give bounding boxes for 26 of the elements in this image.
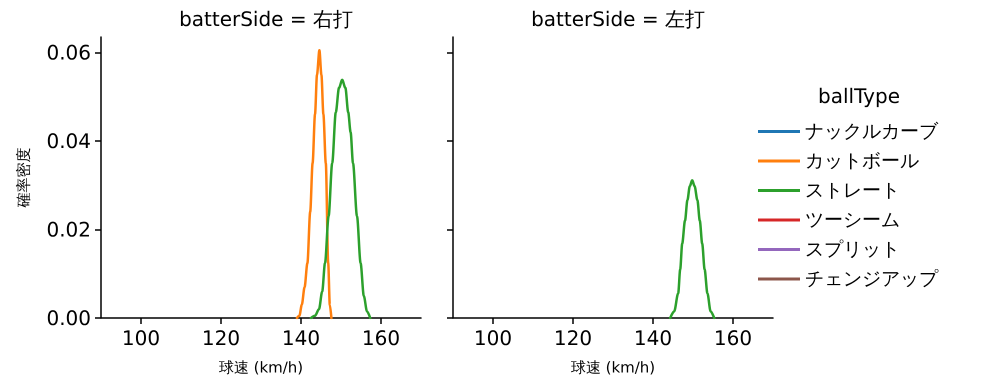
x-axis-title: 球速 (km/h) [218, 358, 304, 376]
x-tick-label: 140 [634, 326, 672, 350]
y-tick-label: 0.04 [46, 128, 91, 153]
y-axis-title: 確率密度 [14, 148, 32, 208]
chart-title: batterSide = 右打 [179, 7, 353, 31]
y-tick-label: 0.02 [46, 217, 91, 242]
legend-label: ツーシーム [805, 209, 900, 231]
legend-label: チェンジアップ [805, 268, 939, 290]
x-tick-label: 140 [282, 326, 320, 350]
line-series [296, 49, 333, 320]
legend-title: ballType [818, 84, 900, 108]
chart-title: batterSide = 左打 [531, 7, 705, 31]
legend-label: ナックルカーブ [805, 120, 939, 142]
legend-label: カットボール [805, 150, 919, 172]
x-tick-label: 160 [362, 326, 400, 350]
y-tick-label: 0.06 [46, 40, 91, 64]
x-tick-label: 100 [474, 326, 512, 350]
x-tick-label: 120 [202, 326, 240, 350]
x-axis-title: 球速 (km/h) [570, 358, 656, 376]
legend-label: スプリット [805, 238, 900, 260]
x-tick-label: 100 [122, 326, 160, 350]
x-tick-label: 160 [714, 326, 752, 350]
line-series [310, 78, 372, 320]
y-tick-label: 0.00 [46, 306, 91, 330]
x-tick-label: 120 [554, 326, 592, 350]
legend-label: ストレート [805, 180, 900, 202]
